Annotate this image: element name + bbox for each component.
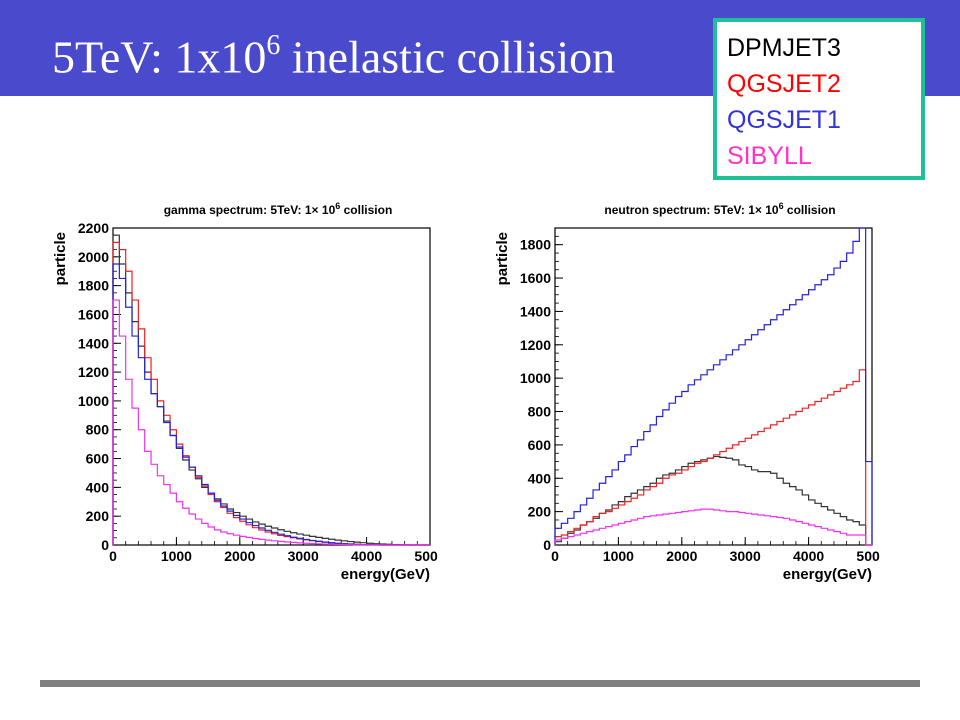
series-qgsjet1-line (554, 227, 873, 545)
series-qgsjet2-line (554, 369, 872, 546)
y-tick-label: 1800 (78, 278, 109, 294)
y-tick-label: 1200 (520, 337, 551, 353)
legend-entry-qgsjet2: QGSJET2 (727, 70, 841, 98)
y-tick-label: 200 (86, 508, 110, 524)
y-tick-label: 400 (86, 479, 110, 495)
y-tick-label: 1400 (520, 303, 551, 319)
x-axis-label: energy(GeV) (341, 566, 430, 583)
neutron-spectrum-chart: neutron spectrum: 5TeV: 1× 106 collision… (494, 201, 888, 583)
x-tick-label: 1000 (603, 548, 634, 564)
series-sibyll-line (112, 299, 430, 546)
y-tick-label: 800 (528, 404, 552, 420)
slide-title-exponent: 6 (266, 30, 281, 61)
gamma-spectrum-panel: gamma spectrum: 5TeV: 1× 106 collision 0 2… (38, 192, 446, 592)
x-axis-label: energy(GeV) (783, 566, 872, 583)
bottom-rule (40, 680, 920, 687)
plot-frame (554, 227, 873, 546)
legend-entry-qgsjet1: QGSJET1 (727, 106, 841, 134)
y-tick-label: 2000 (78, 249, 109, 265)
slide-title: 5TeV: 1x106 inelastic collision (52, 22, 615, 83)
x-tick-label: 4000 (793, 548, 824, 564)
series-dpmjet3-line (112, 234, 430, 546)
series-qgsjet2-line (112, 241, 430, 546)
series-qgsjet1-line (112, 263, 430, 546)
slide-title-rest: inelastic collision (280, 31, 616, 83)
x-tick-label: 0 (109, 548, 117, 564)
y-tick-label: 800 (86, 422, 110, 438)
model-legend: DPMJET3 QGSJET2 QGSJET1 SIBYLL (713, 18, 925, 180)
y-tick-label: 600 (528, 437, 552, 453)
x-tick-label: 5000 (414, 548, 438, 564)
neutron-spectrum-panel: neutron spectrum: 5TeV: 1× 106 collision… (480, 192, 888, 592)
y-axis-label: particle (494, 232, 511, 285)
chart-title: gamma spectrum: 5TeV: 1× 106 collision (164, 201, 393, 217)
y-tick-label: 400 (528, 470, 552, 486)
y-tick-label: 1000 (78, 393, 109, 409)
y-tick-label: 1600 (78, 306, 109, 322)
legend-entry-sibyll: SIBYLL (727, 142, 812, 170)
x-tick-label: 4000 (351, 548, 382, 564)
y-tick-label: 1400 (78, 335, 109, 351)
y-tick-label: 1000 (520, 370, 551, 386)
y-tick-label: 1600 (520, 270, 551, 286)
series-dpmjet3-line (554, 455, 872, 546)
x-tick-label: 3000 (288, 548, 319, 564)
plot-frame (112, 227, 431, 546)
series-sibyll-line (554, 508, 872, 546)
y-tick-label: 1800 (520, 237, 551, 253)
y-tick-label: 200 (528, 504, 552, 520)
y-tick-label: 1200 (78, 364, 109, 380)
y-tick-label: 0 (543, 537, 551, 553)
slide-title-main: 5TeV: 1x10 (52, 31, 267, 83)
x-tick-label: 1000 (161, 548, 192, 564)
x-tick-label: 0 (551, 548, 559, 564)
gamma-spectrum-chart: gamma spectrum: 5TeV: 1× 106 collision 0 2… (52, 201, 446, 583)
y-tick-label: 600 (86, 451, 110, 467)
y-tick-label: 0 (101, 537, 109, 553)
chart-title: neutron spectrum: 5TeV: 1× 106 collision (604, 201, 835, 217)
x-tick-label: 2000 (666, 548, 697, 564)
x-tick-label: 3000 (730, 548, 761, 564)
y-axis-label: particle (52, 232, 69, 285)
legend-entry-dpmjet3: DPMJET3 (727, 34, 841, 62)
x-tick-label: 2000 (224, 548, 255, 564)
x-tick-label: 5000 (856, 548, 880, 564)
y-tick-label: 2200 (78, 220, 109, 236)
